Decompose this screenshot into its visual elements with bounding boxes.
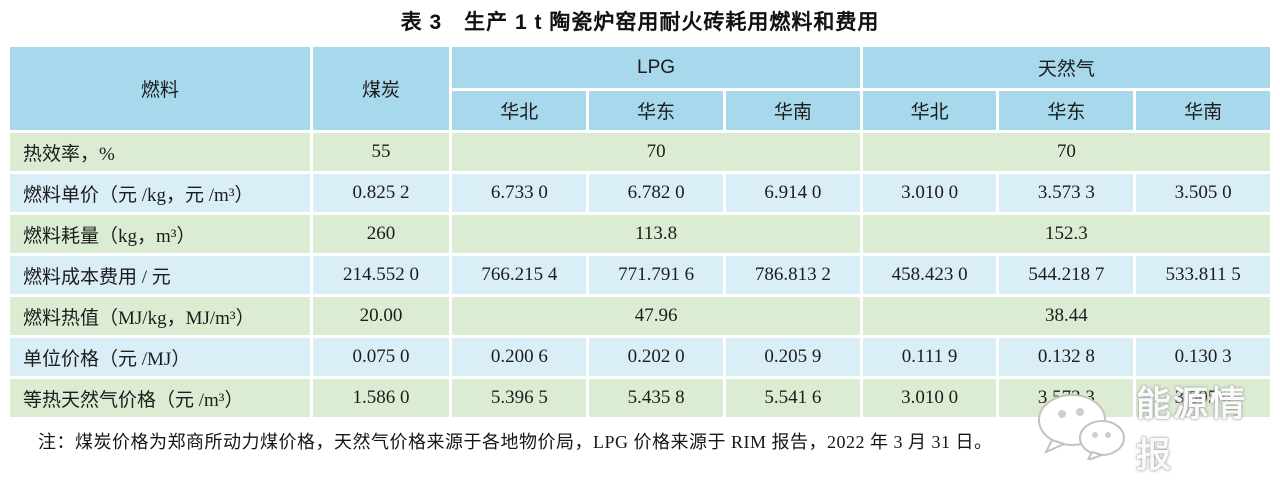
table-cell: 5.541 6 — [725, 379, 860, 417]
table-row-price-per-mj: 单位价格（元 /MJ） 0.075 0 0.200 6 0.202 0 0.20… — [10, 338, 1270, 376]
header-lpg-east: 华东 — [589, 91, 723, 130]
table-cell: 0.205 9 — [725, 338, 860, 376]
table-cell: 5.396 5 — [452, 379, 587, 417]
table-cell: 6.914 0 — [725, 174, 860, 212]
table-row-thermal-efficiency: 热效率，% 55 70 70 — [10, 133, 1270, 171]
table-cell: 0.075 0 — [312, 338, 450, 376]
header-fuel: 燃料 — [10, 47, 310, 130]
table-cell: 70 — [452, 133, 860, 171]
header-gas-north: 华北 — [862, 91, 997, 130]
table-cell: 260 — [312, 215, 450, 253]
fuel-cost-table: 燃料 煤炭 LPG 天然气 华北 华东 华南 华北 华东 华南 热效率，% 55… — [7, 44, 1273, 420]
table-cell: 786.813 2 — [725, 256, 860, 294]
table-row-unit-price: 燃料单价（元 /kg，元 /m³） 0.825 2 6.733 0 6.782 … — [10, 174, 1270, 212]
table-cell: 3.573 3 — [999, 379, 1134, 417]
table-row-heating-value: 燃料热值（MJ/kg，MJ/m³） 20.00 47.96 38.44 — [10, 297, 1270, 335]
row-label: 单位价格（元 /MJ） — [10, 338, 310, 376]
header-lpg: LPG — [452, 47, 860, 88]
table-cell: 3.010 0 — [862, 379, 997, 417]
table-cell: 152.3 — [862, 215, 1270, 253]
table-row-equivalent-gas-price: 等热天然气价格（元 /m³） 1.586 0 5.396 5 5.435 8 5… — [10, 379, 1270, 417]
table-title: 表 3 生产 1 t 陶瓷炉窑用耐火砖耗用燃料和费用 — [400, 11, 880, 34]
table-cell: 20.00 — [312, 297, 450, 335]
table-cell: 70 — [862, 133, 1270, 171]
row-label: 热效率，% — [10, 133, 310, 171]
row-label: 燃料单价（元 /kg，元 /m³） — [10, 174, 310, 212]
table-cell: 1.586 0 — [312, 379, 450, 417]
table-cell: 0.202 0 — [589, 338, 723, 376]
table-cell: 0.132 8 — [999, 338, 1134, 376]
table-cell: 47.96 — [452, 297, 860, 335]
table-cell: 544.218 7 — [999, 256, 1134, 294]
table-cell: 3.010 0 — [862, 174, 997, 212]
row-label: 燃料热值（MJ/kg，MJ/m³） — [10, 297, 310, 335]
table-cell: 6.782 0 — [589, 174, 723, 212]
table-cell: 3.505 0 — [1136, 379, 1270, 417]
table-row-fuel-cost: 燃料成本费用 / 元 214.552 0 766.215 4 771.791 6… — [10, 256, 1270, 294]
table-cell: 55 — [312, 133, 450, 171]
header-natural-gas: 天然气 — [862, 47, 1270, 88]
row-label: 燃料耗量（kg，m³） — [10, 215, 310, 253]
table-cell: 6.733 0 — [452, 174, 587, 212]
row-label: 等热天然气价格（元 /m³） — [10, 379, 310, 417]
table-cell: 113.8 — [452, 215, 860, 253]
row-label: 燃料成本费用 / 元 — [10, 256, 310, 294]
header-lpg-north: 华北 — [452, 91, 587, 130]
table-footnote: 注：煤炭价格为郑商所动力煤价格，天然气价格来源于各地物价局，LPG 价格来源于 … — [38, 432, 993, 452]
table-cell: 3.573 3 — [999, 174, 1134, 212]
table-cell: 3.505 0 — [1136, 174, 1270, 212]
table-cell: 0.111 9 — [862, 338, 997, 376]
table-cell: 214.552 0 — [312, 256, 450, 294]
table-cell: 0.130 3 — [1136, 338, 1270, 376]
table-row-consumption: 燃料耗量（kg，m³） 260 113.8 152.3 — [10, 215, 1270, 253]
table-cell: 38.44 — [862, 297, 1270, 335]
table-cell: 458.423 0 — [862, 256, 997, 294]
header-lpg-south: 华南 — [725, 91, 860, 130]
header-coal: 煤炭 — [312, 47, 450, 130]
table-cell: 766.215 4 — [452, 256, 587, 294]
table-cell: 0.825 2 — [312, 174, 450, 212]
header-gas-south: 华南 — [1136, 91, 1270, 130]
table-cell: 771.791 6 — [589, 256, 723, 294]
header-gas-east: 华东 — [999, 91, 1134, 130]
table-cell: 5.435 8 — [589, 379, 723, 417]
table-cell: 533.811 5 — [1136, 256, 1270, 294]
table-cell: 0.200 6 — [452, 338, 587, 376]
